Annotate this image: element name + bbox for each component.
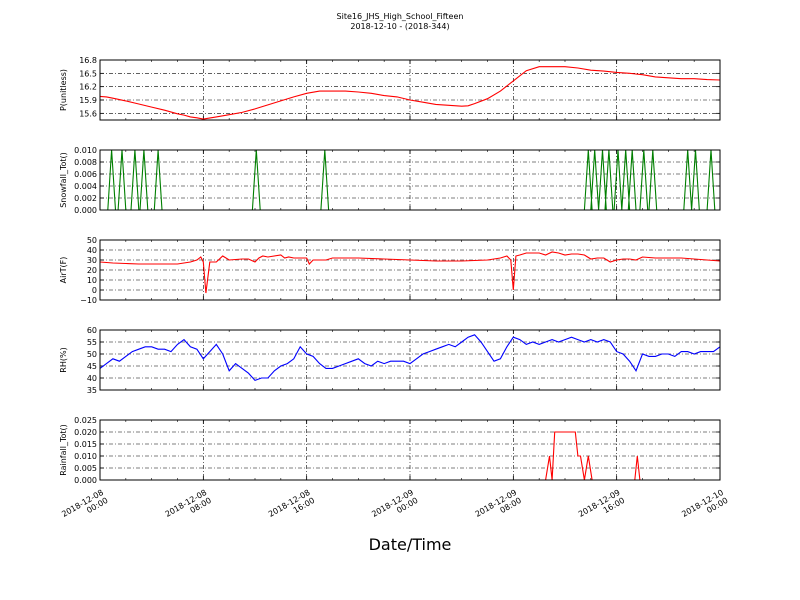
x-axis-label: Date/Time	[369, 535, 452, 554]
subplot-5: 0.000 0.005 0.010 0.015 0.020 0.025 Rainfall_T…	[59, 416, 721, 485]
y-tick-label: 20	[87, 266, 97, 275]
y-tick-label: 45	[87, 362, 97, 371]
y-tick-label: 10	[87, 276, 97, 285]
y-tick-label: 0.010	[74, 146, 97, 155]
y-tick-label: 0.000	[74, 206, 97, 215]
y-axis-label: AirT(F)	[59, 257, 68, 284]
y-axis-label: RH(%)	[59, 347, 68, 372]
series-line	[100, 431, 720, 480]
x-tick-label: 2018-12-0816:00	[267, 488, 316, 527]
subplot-4: 35 40 45 50 55 60 RH(%)	[59, 326, 721, 395]
subplot-1: 15.6 15.9 16.2 16.5 16.8 P(unitless)	[59, 56, 721, 121]
axes-frame	[99, 59, 721, 121]
y-tick-label: −10	[80, 296, 97, 305]
y-tick-label: 30	[87, 256, 97, 265]
y-tick-label: 0.000	[74, 476, 97, 485]
axes-frame	[99, 149, 721, 211]
y-tick-label: 16.5	[79, 69, 97, 78]
y-tick-label: 0.015	[74, 440, 97, 449]
series-line	[100, 150, 720, 210]
y-axis-label: P(unitless)	[59, 69, 68, 111]
y-tick-label: 0.008	[74, 158, 97, 167]
y-tick-label: 0	[92, 286, 97, 295]
subplots: 15.615.916.216.516.8P(unitless)0.0000.00…	[59, 56, 721, 485]
y-tick-label: 0.025	[74, 416, 97, 425]
y-tick-label: 0.010	[74, 452, 97, 461]
y-tick-label: 0.005	[74, 464, 97, 473]
y-tick-label: 0.002	[74, 194, 97, 203]
figure-title-line1: Site16_JHS_High_School_Fifteen	[337, 12, 464, 21]
y-tick-label: 15.9	[79, 96, 97, 105]
y-tick-label: 15.6	[79, 109, 97, 118]
y-tick-label: 60	[87, 326, 97, 335]
x-tick-label: 2018-12-0900:00	[370, 488, 419, 527]
series-line	[100, 251, 720, 294]
y-axis-label: Snowfall_Tot()	[59, 152, 68, 208]
subplot-2: 0.000 0.002 0.004 0.006 0.008 0.010 Snowfall_T…	[59, 146, 721, 215]
series-line	[100, 66, 720, 120]
y-tick-label: 40	[87, 246, 97, 255]
x-tick-label: 2018-12-0800:00	[60, 488, 109, 527]
y-tick-label: 55	[87, 338, 97, 347]
x-tick-label: 2018-12-0916:00	[577, 488, 626, 527]
y-tick-label: 0.020	[74, 428, 97, 437]
x-tick-labels: 2018-12-0800:00 2018-12-0808:00 2018-12-08…	[60, 488, 729, 527]
y-tick-label: 16.8	[79, 56, 97, 65]
x-tick-label: 2018-12-1000:00	[680, 488, 729, 527]
y-tick-label: 0.004	[74, 182, 97, 191]
axes-frame	[99, 419, 721, 481]
series-line	[100, 334, 720, 382]
x-tick-label: 2018-12-0908:00	[474, 488, 523, 527]
axes-frame	[99, 329, 721, 391]
y-tick-label: 16.2	[79, 83, 97, 92]
x-tick-label: 2018-12-0808:00	[164, 488, 213, 527]
axes-frame	[99, 239, 721, 301]
y-tick-label: 35	[87, 386, 97, 395]
y-tick-label: 0.006	[74, 170, 97, 179]
y-axis-label: Rainfall_Tot()	[59, 424, 68, 476]
y-tick-label: 50	[87, 236, 97, 245]
figure-title-line2: 2018-12-10 - (2018-344)	[350, 22, 449, 31]
y-tick-label: 50	[87, 350, 97, 359]
y-tick-label: 40	[87, 374, 97, 383]
